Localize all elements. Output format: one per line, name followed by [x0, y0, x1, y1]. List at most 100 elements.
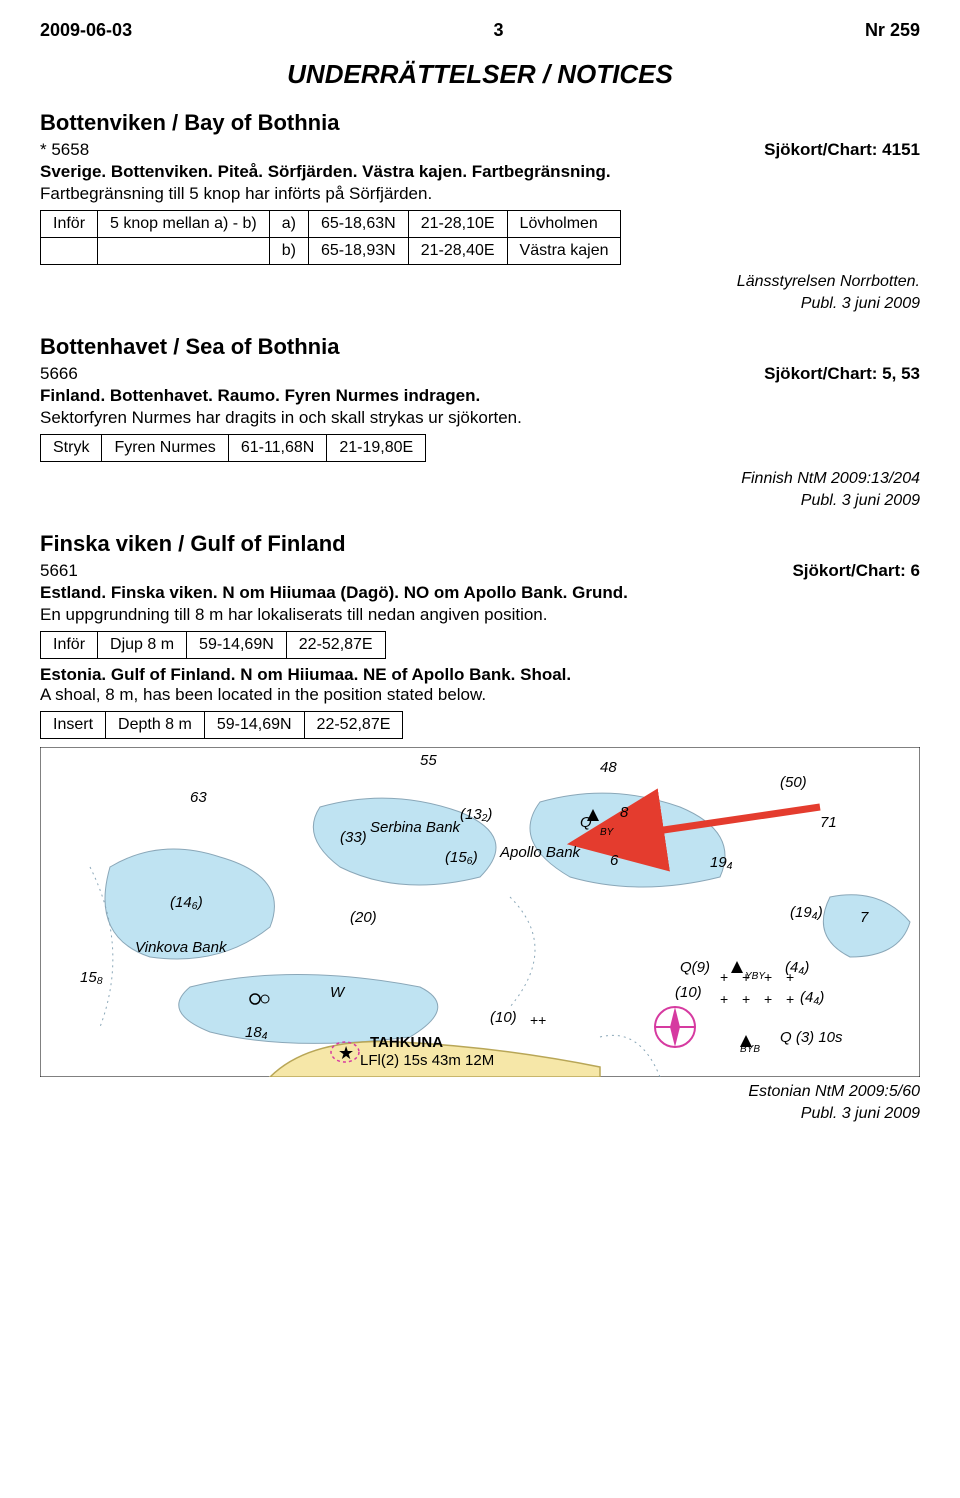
- svg-text:+: +: [764, 969, 772, 985]
- notice-body: Sektorfyren Nurmes har dragits in och sk…: [40, 408, 920, 428]
- svg-text:71: 71: [820, 814, 837, 831]
- svg-text:55: 55: [420, 752, 437, 769]
- table-cell: [41, 238, 98, 265]
- source-attribution: Estonian NtM 2009:5/60Publ. 3 juni 2009: [40, 1081, 920, 1124]
- svg-text:63: 63: [190, 789, 207, 806]
- notice-id: 5666: [40, 364, 78, 384]
- notice-header-row: 5666 Sjökort/Chart: 5, 53: [40, 364, 920, 384]
- table-cell: Lövholmen: [507, 211, 621, 238]
- notice-header-row: * 5658 Sjökort/Chart: 4151: [40, 140, 920, 160]
- table-row: InförDjup 8 m59-14,69N22-52,87E: [41, 632, 386, 659]
- table-cell: 59-14,69N: [204, 712, 304, 739]
- svg-text:(10): (10): [675, 984, 702, 1001]
- table-cell: Stryk: [41, 435, 102, 462]
- table-cell: Fyren Nurmes: [102, 435, 228, 462]
- svg-text:++: ++: [530, 1012, 546, 1028]
- svg-text:(20): (20): [350, 909, 377, 926]
- table-cell: Depth 8 m: [106, 712, 205, 739]
- table-cell: 5 knop mellan a) - b): [98, 211, 270, 238]
- svg-text:Q(9): Q(9): [680, 959, 710, 976]
- notice-table: StrykFyren Nurmes61-11,68N21-19,80E: [40, 434, 426, 462]
- svg-text:(15₆): (15₆): [445, 849, 478, 866]
- svg-text:LFl(2) 15s 43m 12M: LFl(2) 15s 43m 12M: [360, 1052, 494, 1069]
- svg-text:(13₂): (13₂): [460, 806, 492, 823]
- table-cell: b): [269, 238, 308, 265]
- svg-text:48: 48: [600, 759, 617, 776]
- svg-text:BYB: BYB: [740, 1044, 760, 1055]
- table-cell: 65-18,63N: [308, 211, 408, 238]
- section-heading: Bottenviken / Bay of Bothnia: [40, 110, 920, 136]
- header-issue: Nr 259: [865, 20, 920, 41]
- svg-text:19₄: 19₄: [710, 854, 733, 871]
- svg-text:(4₄): (4₄): [800, 989, 824, 1006]
- notice-body: En uppgrundning till 8 m har lokaliserat…: [40, 605, 920, 625]
- chart-reference: Sjökort/Chart: 4151: [764, 140, 920, 160]
- svg-text:(10): (10): [490, 1009, 517, 1026]
- section-heading: Bottenhavet / Sea of Bothnia: [40, 334, 920, 360]
- svg-text:(50): (50): [780, 774, 807, 791]
- svg-text:(14₆): (14₆): [170, 894, 203, 911]
- svg-text:W: W: [330, 984, 346, 1001]
- svg-text:+: +: [742, 991, 750, 1007]
- chart-reference: Sjökort/Chart: 6: [792, 561, 920, 581]
- svg-text:(19₄): (19₄): [790, 904, 823, 921]
- svg-text:Serbina Bank: Serbina Bank: [370, 819, 462, 836]
- svg-text:(4₄): (4₄): [785, 959, 809, 976]
- section-heading: Finska viken / Gulf of Finland: [40, 531, 920, 557]
- notice-title: Estland. Finska viken. N om Hiiumaa (Dag…: [40, 583, 920, 603]
- notice-id: * 5658: [40, 140, 89, 160]
- notice-id: 5661: [40, 561, 78, 581]
- svg-text:+: +: [786, 991, 794, 1007]
- table-row: b)65-18,93N21-28,40EVästra kajen: [41, 238, 621, 265]
- table-row: Inför5 knop mellan a) - b)a)65-18,63N21-…: [41, 211, 621, 238]
- chart-excerpt-map: ++++++++++★ 554863(50)(13₂)871(33)(15₆)6…: [40, 747, 920, 1077]
- table-cell: 65-18,93N: [308, 238, 408, 265]
- table-cell: 22-52,87E: [286, 632, 385, 659]
- table-cell: 21-28,40E: [408, 238, 507, 265]
- svg-text:Apollo Bank: Apollo Bank: [499, 844, 582, 861]
- table-cell: 22-52,87E: [304, 712, 403, 739]
- table-cell: Inför: [41, 211, 98, 238]
- svg-text:6: 6: [610, 852, 619, 869]
- svg-text:BY: BY: [600, 827, 615, 838]
- page-header: 2009-06-03 3 Nr 259: [40, 20, 920, 41]
- svg-text:YBY: YBY: [745, 971, 766, 982]
- notice-table: Inför5 knop mellan a) - b)a)65-18,63N21-…: [40, 210, 621, 265]
- table-cell: 21-19,80E: [327, 435, 426, 462]
- svg-text:Q (3) 10s: Q (3) 10s: [780, 1029, 843, 1046]
- svg-text:18₄: 18₄: [245, 1024, 268, 1041]
- svg-text:+: +: [764, 991, 772, 1007]
- table-row: StrykFyren Nurmes61-11,68N21-19,80E: [41, 435, 426, 462]
- notice-title-en: Estonia. Gulf of Finland. N om Hiiumaa. …: [40, 665, 920, 685]
- notice-title: Sverige. Bottenviken. Piteå. Sörfjärden.…: [40, 162, 920, 182]
- table-cell: Insert: [41, 712, 106, 739]
- document-title: UNDERRÄTTELSER / NOTICES: [40, 59, 920, 90]
- source-attribution: Finnish NtM 2009:13/204Publ. 3 juni 2009: [40, 468, 920, 511]
- svg-text:+: +: [720, 969, 728, 985]
- svg-text:7: 7: [860, 909, 869, 926]
- notice-table: InsertDepth 8 m59-14,69N22-52,87E: [40, 711, 403, 739]
- table-cell: 59-14,69N: [187, 632, 287, 659]
- notice-body-en: A shoal, 8 m, has been located in the po…: [40, 685, 920, 705]
- table-row: InsertDepth 8 m59-14,69N22-52,87E: [41, 712, 403, 739]
- svg-text:TAHKUNA: TAHKUNA: [370, 1034, 443, 1051]
- table-cell: Djup 8 m: [98, 632, 187, 659]
- svg-text:Vinkova Bank: Vinkova Bank: [135, 939, 228, 956]
- notice-table: InförDjup 8 m59-14,69N22-52,87E: [40, 631, 386, 659]
- svg-text:★: ★: [338, 1043, 354, 1063]
- source-attribution: Länsstyrelsen Norrbotten.Publ. 3 juni 20…: [40, 271, 920, 314]
- header-page: 3: [494, 20, 504, 41]
- svg-text:Q: Q: [580, 814, 592, 831]
- table-cell: Västra kajen: [507, 238, 621, 265]
- svg-text:(33): (33): [340, 829, 367, 846]
- notice-body: Fartbegränsning till 5 knop har införts …: [40, 184, 920, 204]
- svg-text:+: +: [720, 991, 728, 1007]
- svg-text:15₈: 15₈: [80, 969, 103, 986]
- table-cell: 61-11,68N: [228, 435, 327, 462]
- notice-header-row: 5661 Sjökort/Chart: 6: [40, 561, 920, 581]
- chart-reference: Sjökort/Chart: 5, 53: [764, 364, 920, 384]
- notice-title: Finland. Bottenhavet. Raumo. Fyren Nurme…: [40, 386, 920, 406]
- header-date: 2009-06-03: [40, 20, 132, 41]
- table-cell: [98, 238, 270, 265]
- table-cell: Inför: [41, 632, 98, 659]
